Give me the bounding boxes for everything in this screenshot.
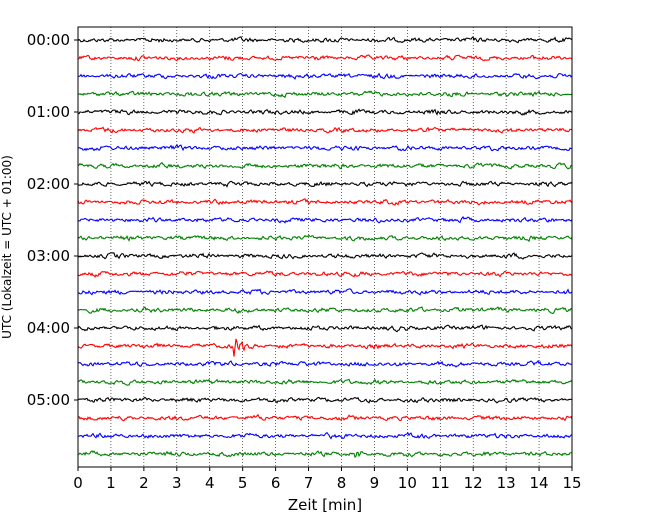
y-tick-label: 01:00 [27,103,70,121]
x-tick-label: 15 [562,474,581,492]
vertical-grid [110,27,540,467]
x-tick-label: 0 [73,474,83,492]
seismic-trace [77,161,573,170]
x-tick-label: 8 [337,474,347,492]
seismic-trace [77,396,573,404]
x-tick-label: 5 [238,474,248,492]
x-tick-label: 12 [464,474,483,492]
x-axis-label: Zeit [min] [288,496,362,514]
seismic-trace [77,180,573,188]
seismic-trace [77,72,573,80]
seismic-trace [77,450,573,459]
seismic-trace [77,36,573,44]
seismic-trace [77,215,573,224]
seismic-trace [77,90,573,99]
seismic-trace [77,270,573,278]
seismic-trace [77,198,573,206]
x-tick-label: 11 [431,474,450,492]
x-tick-label: 6 [271,474,281,492]
seismic-trace [77,143,573,152]
seismic-traces [77,36,573,459]
x-tick-label: 9 [370,474,380,492]
x-tick-label: 1 [106,474,116,492]
y-tick-label: 00:00 [27,31,70,49]
y-tick-label: 04:00 [27,319,70,337]
plot-frame [77,26,573,468]
seismic-trace [77,360,573,368]
seismic-trace [77,234,573,243]
seismic-trace [77,324,573,333]
x-tick-label: 4 [205,474,215,492]
seismic-trace [77,432,573,440]
seismic-trace [77,288,573,296]
y-axis-label: UTC (Lokalzeit = UTC + 01:00) [0,155,14,339]
y-tick-label: 02:00 [27,175,70,193]
seismic-trace [77,378,573,386]
x-tick-label: 2 [139,474,149,492]
seismic-trace [77,338,573,357]
seismic-trace [77,54,573,62]
x-tick-label: 7 [304,474,314,492]
x-tick-label: 3 [172,474,182,492]
x-tick-label: 10 [398,474,417,492]
y-axis-ticks: 00:00 01:00 02:00 03:00 04:00 05:00 [27,31,78,409]
y-tick-label: 03:00 [27,247,70,265]
seismic-trace [77,252,573,260]
seismic-trace [77,413,573,422]
seismic-trace [77,306,573,315]
x-tick-label: 14 [530,474,549,492]
x-axis-ticks: 0 1 2 3 4 5 6 7 8 9 10 11 12 13 14 15 [73,467,582,492]
seismic-trace [77,126,573,134]
y-tick-label: 05:00 [27,391,70,409]
seismic-trace [77,108,573,116]
x-tick-label: 13 [497,474,516,492]
